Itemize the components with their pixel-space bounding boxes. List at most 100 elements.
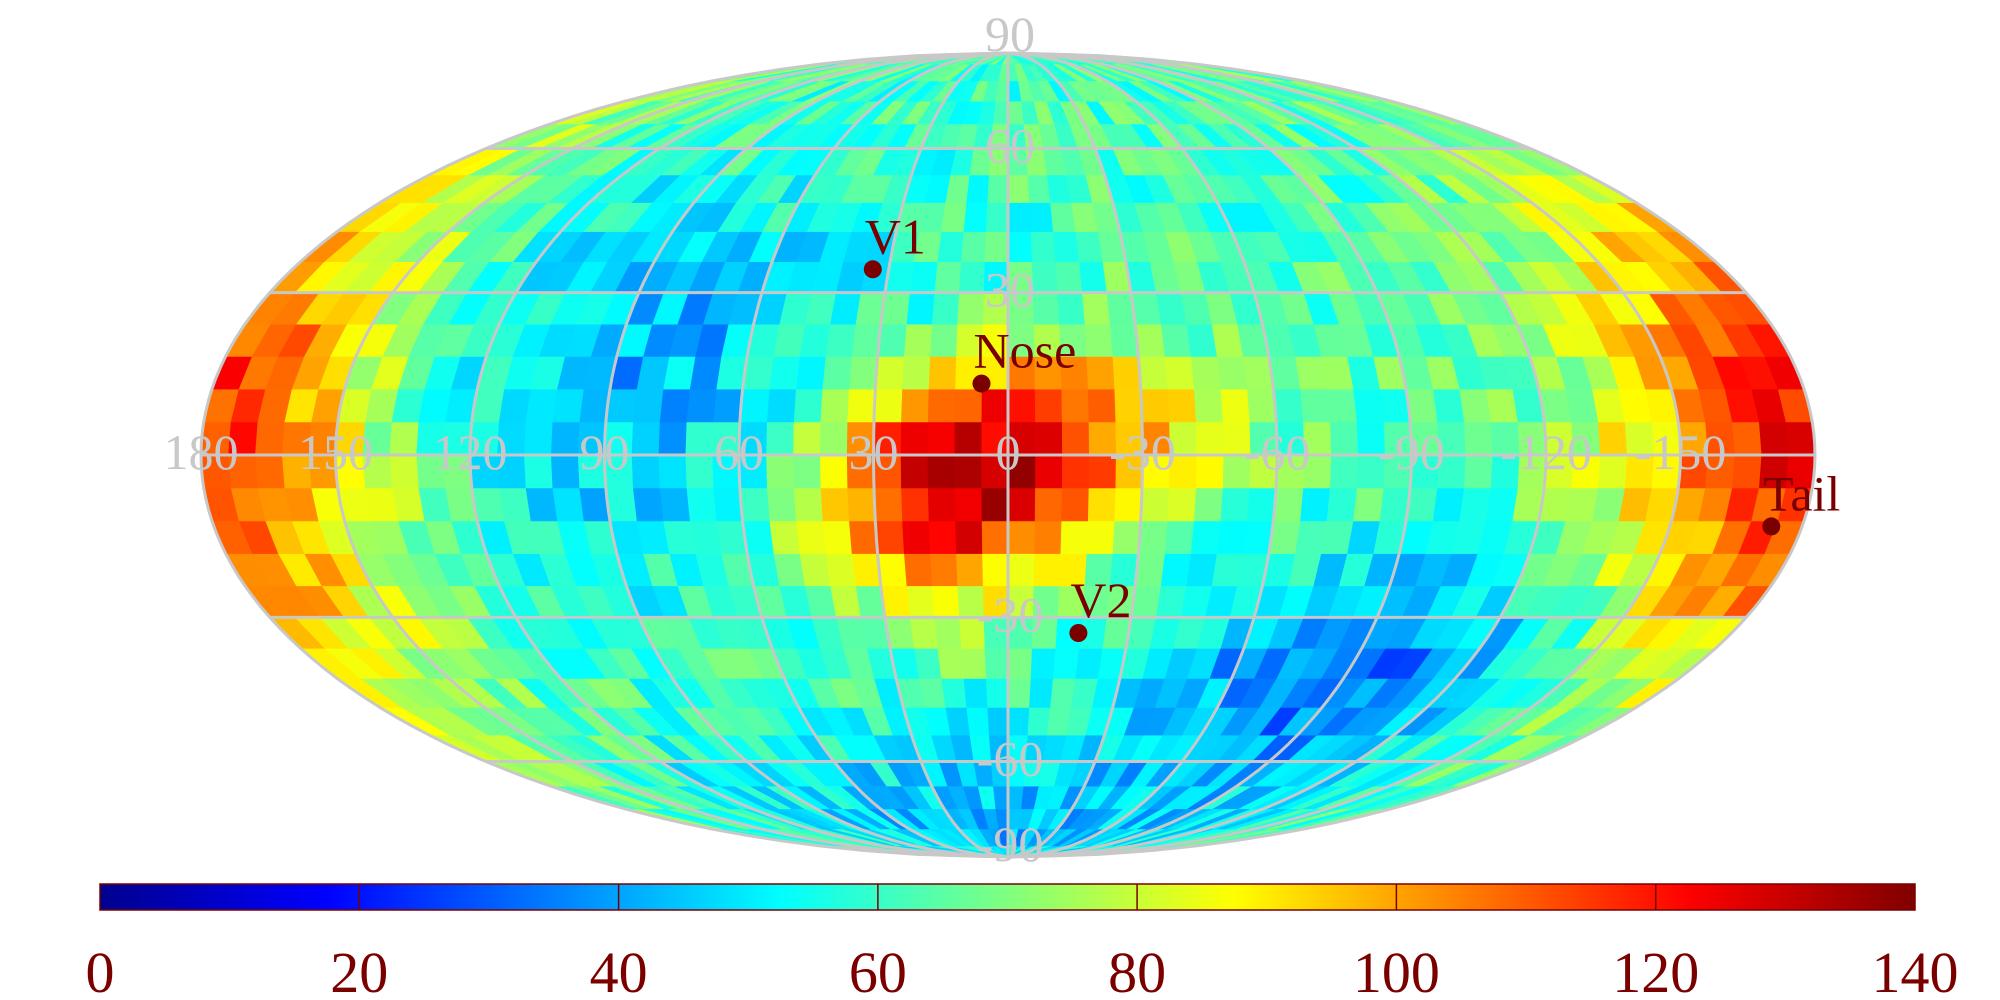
- colorbar-tick-label: 20: [330, 940, 388, 1000]
- heatmap-cell: [1211, 553, 1244, 587]
- heatmap-cell: [1195, 421, 1224, 456]
- heatmap-cell: [1219, 388, 1250, 423]
- heatmap-cell: [1074, 647, 1103, 679]
- heatmap-cell: [953, 454, 982, 489]
- heatmap-cell: [960, 231, 986, 263]
- colorbar-tick-label: 0: [86, 940, 115, 1000]
- heatmap-cell: [1758, 421, 1789, 456]
- lon-tick-label: -120: [1500, 424, 1592, 480]
- lon-tick-label: 90: [580, 424, 630, 480]
- heatmap-cell: [1140, 487, 1170, 522]
- heatmap-cell: [936, 647, 964, 679]
- heatmap-cell: [201, 454, 231, 489]
- longitude-tick-labels: 180 150 120 90 60 30 0 -30 -60 -90 -120 -150: [164, 424, 1727, 480]
- heatmap-cell: [929, 553, 958, 587]
- heatmap-cell: [712, 388, 743, 423]
- lat-tick-label: 60: [985, 118, 1035, 174]
- heatmap-cell: [1463, 454, 1493, 489]
- heatmap-cell: [900, 421, 928, 456]
- marker-v1-dot: [863, 260, 882, 279]
- colorbar-tick-label: 40: [590, 940, 648, 1000]
- heatmap-cell: [766, 388, 797, 423]
- lon-tick-label: 0: [996, 424, 1021, 480]
- heatmap-cell: [1113, 388, 1143, 423]
- heatmap-cell: [1061, 454, 1090, 489]
- heatmap-cell: [685, 487, 717, 522]
- heatmap-cell: [1034, 388, 1062, 423]
- heatmap-cell: [1463, 421, 1493, 456]
- heatmap-cell: [900, 388, 929, 423]
- marker-tail-dot: [1762, 517, 1781, 536]
- heatmap-cell: [1028, 678, 1054, 708]
- heatmap-cell: [1246, 388, 1277, 423]
- heatmap-cell: [981, 520, 1009, 554]
- heatmap-cell: [388, 454, 419, 489]
- heatmap-cell: [1085, 520, 1115, 554]
- heatmap-cell: [1007, 174, 1030, 203]
- heatmap-cell: [1056, 292, 1085, 325]
- latitude-tick-labels: 90 60 30 -30 -60 -90: [977, 6, 1044, 872]
- heatmap-cell: [909, 617, 938, 649]
- heatmap-cell: [1052, 647, 1080, 679]
- heatmap-cell: [551, 388, 584, 423]
- lat-tick-label: -60: [977, 731, 1044, 787]
- heatmap-cell: [1273, 487, 1304, 522]
- heatmap-cell: [712, 487, 743, 522]
- heatmap-cell: [936, 231, 964, 263]
- heatmap-cell: [1140, 388, 1170, 423]
- heatmap-cell: [1164, 520, 1195, 554]
- heatmap-cell: [768, 520, 800, 554]
- heatmap-cell: [498, 487, 531, 522]
- heatmap-cell: [523, 454, 553, 489]
- heatmap-cell: [1166, 388, 1197, 423]
- colorbar-tick-label: 120: [1612, 940, 1699, 1000]
- heatmap-cell: [1134, 323, 1165, 357]
- heatmap-cell: [523, 421, 553, 456]
- heatmap-cell: [1329, 454, 1359, 489]
- heatmap-cell: [1216, 356, 1248, 390]
- heatmap-cell: [550, 421, 580, 456]
- heatmap-cell: [1060, 388, 1089, 423]
- heatmap-cell: [928, 356, 957, 390]
- heatmap-cell: [980, 487, 1009, 522]
- heatmap-cell: [1028, 202, 1054, 232]
- heatmap-cell: [1329, 421, 1359, 456]
- heatmap-cell: [1081, 292, 1111, 325]
- lat-tick-label: -30: [977, 586, 1044, 642]
- heatmap-cell: [1731, 421, 1762, 456]
- heatmap-cell: [1138, 520, 1168, 554]
- heatmap-cell: [792, 421, 821, 456]
- heatmap-cell: [1054, 261, 1083, 293]
- lon-tick-label: -30: [1109, 424, 1176, 480]
- heatmap-cell: [632, 487, 664, 522]
- heatmap-cell: [1597, 421, 1628, 456]
- heatmap-cell: [1160, 553, 1191, 587]
- marker-nose-label: Nose: [974, 323, 1077, 379]
- colorbar-tick-label: 100: [1353, 940, 1440, 1000]
- heatmap-cell: [632, 388, 664, 423]
- heatmap-cell: [848, 520, 878, 554]
- heatmap-cell: [1597, 454, 1628, 489]
- heatmap-cell: [984, 231, 1009, 263]
- heatmap-cell: [631, 454, 660, 489]
- heatmap-cell: [1485, 388, 1518, 423]
- heatmap-cell: [821, 356, 852, 390]
- lon-tick-label: 120: [433, 424, 508, 480]
- heatmap-cell: [1034, 454, 1063, 489]
- heatmap-cell: [874, 520, 905, 554]
- heatmap-cell: [739, 388, 770, 423]
- heatmap-cell: [765, 421, 794, 456]
- heatmap-cell: [928, 520, 957, 554]
- heatmap-cell: [873, 487, 903, 522]
- heatmap-cell: [956, 292, 984, 325]
- heatmap-cell: [905, 585, 935, 618]
- heatmap-cell: [819, 388, 850, 423]
- heatmap-cell: [1113, 487, 1143, 522]
- heatmap-cell: [795, 520, 826, 554]
- heatmap-cell: [851, 323, 882, 357]
- heatmap-cell: [1458, 388, 1491, 423]
- heatmap-cell: [981, 553, 1009, 587]
- heatmap-cell: [819, 487, 850, 522]
- heatmap-cell: [965, 174, 990, 203]
- heatmap-cell: [955, 553, 983, 587]
